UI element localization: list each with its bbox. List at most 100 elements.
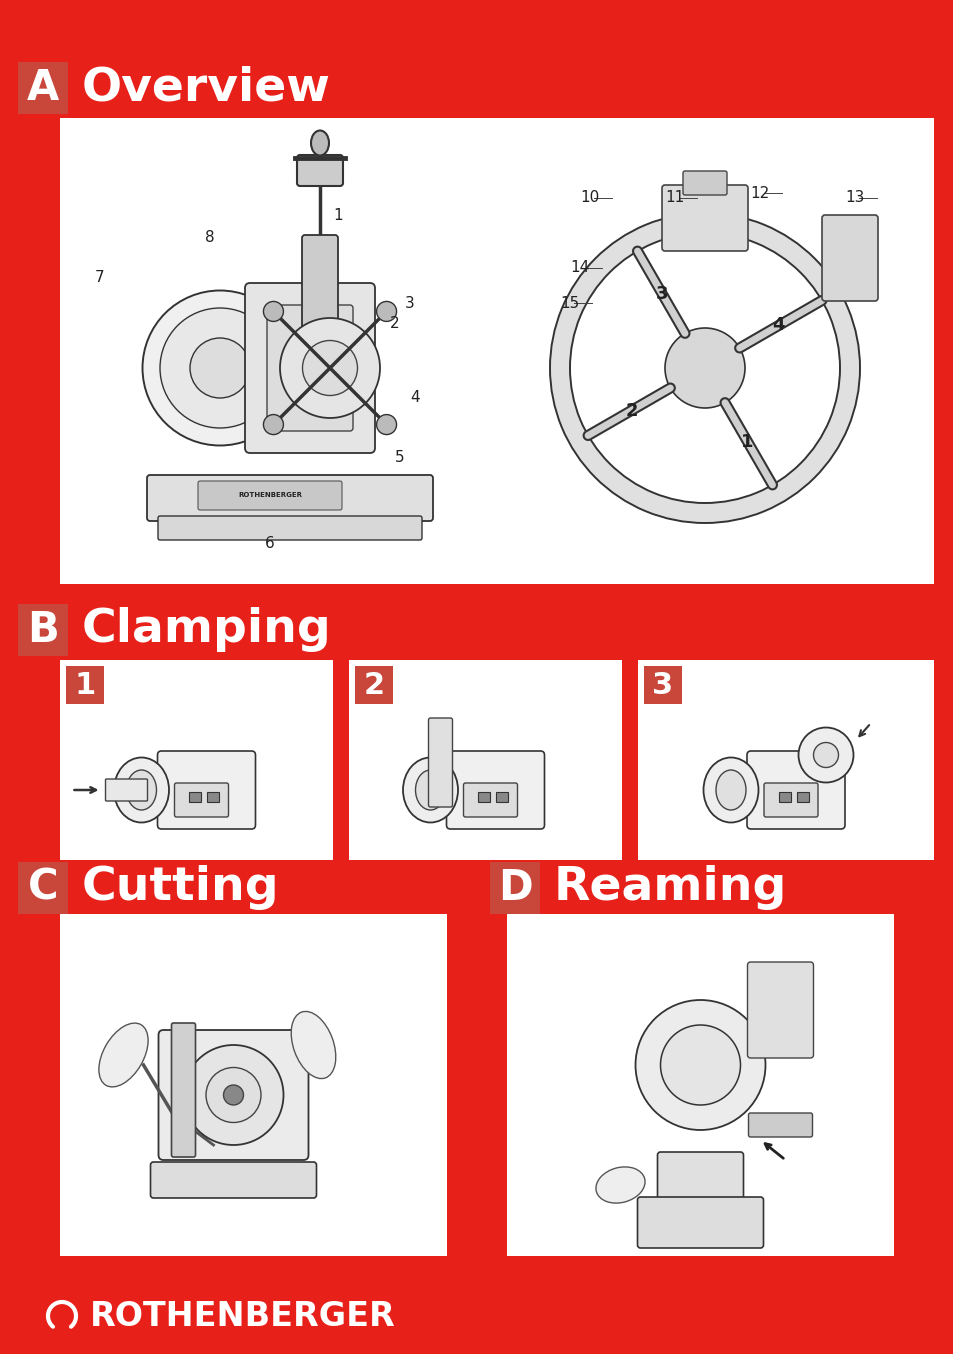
Text: 10: 10 bbox=[579, 191, 598, 206]
Text: 1: 1 bbox=[740, 433, 753, 451]
FancyBboxPatch shape bbox=[174, 783, 229, 816]
Ellipse shape bbox=[263, 302, 283, 321]
Bar bbox=[490, 862, 539, 914]
Ellipse shape bbox=[280, 318, 379, 418]
Text: 2: 2 bbox=[624, 402, 637, 420]
Text: 4: 4 bbox=[772, 317, 784, 334]
Text: 13: 13 bbox=[844, 191, 863, 206]
Bar bbox=[60, 659, 333, 860]
Text: 6: 6 bbox=[265, 535, 274, 551]
Ellipse shape bbox=[716, 770, 745, 810]
Text: 3: 3 bbox=[652, 670, 673, 700]
Ellipse shape bbox=[183, 1045, 283, 1145]
Ellipse shape bbox=[142, 291, 297, 445]
Ellipse shape bbox=[294, 328, 345, 357]
Bar bbox=[506, 914, 893, 1257]
Text: 3: 3 bbox=[656, 286, 668, 303]
FancyBboxPatch shape bbox=[637, 1197, 762, 1248]
Text: 2: 2 bbox=[363, 670, 384, 700]
FancyBboxPatch shape bbox=[157, 751, 255, 829]
Bar bbox=[643, 666, 681, 704]
FancyBboxPatch shape bbox=[446, 751, 544, 829]
Text: 14: 14 bbox=[569, 260, 589, 275]
Ellipse shape bbox=[113, 757, 169, 822]
Ellipse shape bbox=[798, 727, 853, 783]
Bar bbox=[18, 862, 68, 914]
Ellipse shape bbox=[376, 414, 396, 435]
Ellipse shape bbox=[99, 1024, 148, 1087]
FancyBboxPatch shape bbox=[147, 475, 433, 521]
Text: Cutting: Cutting bbox=[82, 865, 279, 910]
FancyBboxPatch shape bbox=[267, 305, 353, 431]
Ellipse shape bbox=[416, 770, 445, 810]
Text: 5: 5 bbox=[395, 451, 404, 466]
FancyBboxPatch shape bbox=[296, 154, 343, 185]
Text: C: C bbox=[28, 867, 58, 909]
FancyBboxPatch shape bbox=[746, 751, 844, 829]
Text: 1: 1 bbox=[74, 670, 95, 700]
Ellipse shape bbox=[635, 1001, 764, 1131]
Bar bbox=[60, 118, 933, 584]
Bar bbox=[779, 792, 790, 802]
Text: B: B bbox=[27, 609, 59, 651]
Ellipse shape bbox=[302, 340, 357, 395]
Text: ROTHENBERGER: ROTHENBERGER bbox=[90, 1300, 395, 1332]
Ellipse shape bbox=[659, 1025, 740, 1105]
Ellipse shape bbox=[206, 1067, 261, 1122]
FancyBboxPatch shape bbox=[682, 171, 726, 195]
Text: 3: 3 bbox=[405, 295, 415, 310]
FancyBboxPatch shape bbox=[661, 185, 747, 250]
Text: 7: 7 bbox=[95, 271, 105, 286]
FancyBboxPatch shape bbox=[428, 718, 452, 807]
Text: 2: 2 bbox=[390, 315, 399, 330]
FancyBboxPatch shape bbox=[245, 283, 375, 454]
Text: D: D bbox=[497, 867, 532, 909]
Ellipse shape bbox=[223, 1085, 243, 1105]
FancyBboxPatch shape bbox=[198, 481, 341, 510]
Text: Reaming: Reaming bbox=[554, 865, 786, 910]
Bar bbox=[18, 62, 68, 114]
Bar bbox=[796, 792, 808, 802]
FancyBboxPatch shape bbox=[463, 783, 517, 816]
Ellipse shape bbox=[664, 328, 744, 408]
Bar bbox=[18, 604, 68, 655]
FancyBboxPatch shape bbox=[158, 1030, 308, 1160]
Ellipse shape bbox=[291, 1011, 335, 1079]
Text: ROTHENBERGER: ROTHENBERGER bbox=[237, 492, 302, 498]
Ellipse shape bbox=[127, 770, 156, 810]
Ellipse shape bbox=[311, 130, 329, 156]
Ellipse shape bbox=[376, 302, 396, 321]
Text: 11: 11 bbox=[664, 191, 683, 206]
FancyBboxPatch shape bbox=[821, 215, 877, 301]
Ellipse shape bbox=[190, 338, 250, 398]
FancyBboxPatch shape bbox=[763, 783, 817, 816]
FancyBboxPatch shape bbox=[302, 236, 337, 341]
Bar bbox=[349, 659, 621, 860]
Text: 12: 12 bbox=[749, 185, 768, 200]
FancyBboxPatch shape bbox=[106, 779, 148, 802]
Text: 4: 4 bbox=[410, 390, 419, 405]
Bar bbox=[208, 792, 219, 802]
Text: 15: 15 bbox=[559, 295, 578, 310]
FancyBboxPatch shape bbox=[158, 516, 421, 540]
Text: A: A bbox=[27, 66, 59, 110]
Ellipse shape bbox=[160, 307, 280, 428]
Ellipse shape bbox=[402, 757, 457, 822]
Ellipse shape bbox=[596, 1167, 644, 1204]
Bar bbox=[478, 792, 490, 802]
Text: Clamping: Clamping bbox=[82, 608, 332, 653]
FancyBboxPatch shape bbox=[151, 1162, 316, 1198]
Bar bbox=[66, 666, 104, 704]
Text: Overview: Overview bbox=[82, 65, 331, 111]
Ellipse shape bbox=[813, 742, 838, 768]
Text: 1: 1 bbox=[333, 209, 342, 223]
Bar bbox=[190, 792, 201, 802]
Text: 8: 8 bbox=[205, 230, 214, 245]
Ellipse shape bbox=[263, 414, 283, 435]
FancyBboxPatch shape bbox=[748, 1113, 812, 1137]
FancyBboxPatch shape bbox=[747, 961, 813, 1057]
FancyBboxPatch shape bbox=[657, 1152, 742, 1208]
Bar bbox=[355, 666, 393, 704]
Ellipse shape bbox=[702, 757, 758, 822]
Bar bbox=[496, 792, 508, 802]
